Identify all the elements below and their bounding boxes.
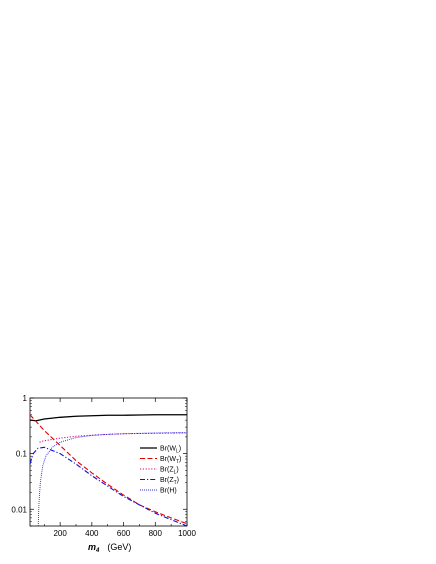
axis-ticks: 200 400 600 800 1000 0.01 0.1 1 — [11, 394, 196, 538]
series-line-2 — [29, 414, 188, 525]
series-line-4 — [29, 446, 188, 527]
y-tick-label-0.1: 0.1 — [16, 450, 28, 459]
x-tick-label-400: 400 — [85, 529, 99, 538]
y-tick-label-0.01: 0.01 — [11, 505, 27, 514]
series-line-1 — [29, 414, 187, 422]
legend-label-3: Br(ZL) — [160, 467, 179, 476]
legend-label-2: Br(WT) — [160, 456, 181, 465]
x-tick-label-800: 800 — [149, 529, 163, 538]
legend-label-4: Br(ZT) — [160, 477, 179, 486]
x-tick-label-1000: 1000 — [178, 529, 196, 538]
x-axis-sub: 4 — [95, 548, 100, 554]
legend: Br(WL)Br(WT) Br(ZL)Br(ZT) Br(H) — [140, 446, 181, 495]
x-axis-title: m4 (GeV) — [88, 542, 131, 554]
legend-label-5: Br(H) — [160, 488, 177, 495]
series-layer — [29, 414, 188, 527]
x-axis-var: m — [88, 542, 96, 552]
legend-label-1: Br(WL) — [160, 446, 181, 455]
y-tick-label-1: 1 — [23, 394, 28, 403]
x-tick-label-600: 600 — [117, 529, 131, 538]
x-axis-unit: (GeV) — [107, 542, 131, 552]
x-tick-label-200: 200 — [53, 529, 67, 538]
